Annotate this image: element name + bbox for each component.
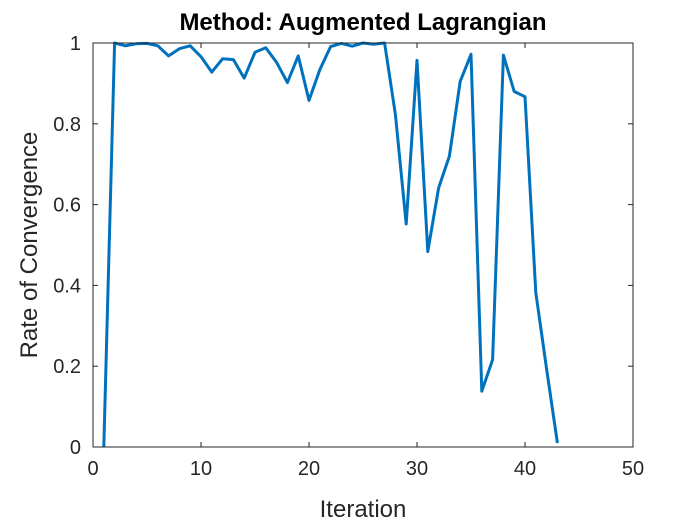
- x-tick-label: 10: [190, 458, 212, 480]
- axes-box: [92, 42, 634, 448]
- plot-area: [93, 43, 633, 447]
- x-tick-label: 0: [87, 458, 98, 480]
- y-tick-label: 0.4: [53, 275, 81, 297]
- y-tick-label: 0.8: [53, 114, 81, 136]
- x-tick-label: 30: [406, 458, 428, 480]
- x-axis-label: Iteration: [320, 496, 407, 523]
- x-tick-label: 20: [298, 458, 320, 480]
- series-line: [102, 41, 559, 448]
- chart-title: Method: Augmented Lagrangian: [179, 9, 546, 36]
- y-tick-label: 1: [70, 33, 81, 55]
- axis-tick-labels: 0 10 20 30 40 50 0 0.2 0.4 0.6 0.8 1: [53, 33, 644, 480]
- y-tick-label: 0.2: [53, 356, 81, 378]
- x-tick-label: 40: [514, 458, 536, 480]
- y-tick-label: 0.6: [53, 195, 81, 217]
- y-axis-label: Rate of Convergence: [16, 132, 43, 359]
- x-tick-label: 50: [622, 458, 644, 480]
- y-tick-label: 0: [70, 437, 81, 459]
